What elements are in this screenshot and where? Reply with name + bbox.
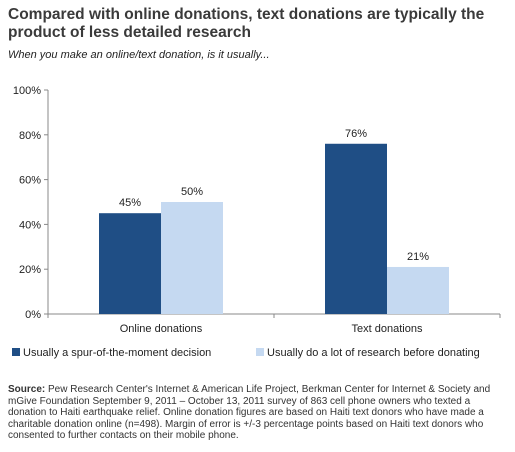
source-note: Source: Pew Research Center's Internet &… — [8, 384, 508, 442]
y-tick-label: 80% — [19, 130, 41, 142]
source-label: Source: — [8, 384, 46, 395]
legend-swatch-spur — [12, 348, 20, 356]
y-tick-label: 60% — [19, 175, 41, 187]
y-tick-label: 100% — [13, 85, 41, 97]
legend-swatch-research — [256, 348, 264, 356]
legend-item-research: Usually do a lot of research before dona… — [256, 347, 480, 359]
bar-research — [161, 202, 223, 314]
chart-title: Compared with online donations, text don… — [8, 6, 485, 41]
legend-item-spur: Usually a spur-of-the-moment decision — [12, 347, 211, 359]
bar-research — [387, 266, 449, 314]
chart-subtitle: When you make an online/text donation, i… — [8, 49, 270, 61]
data-label: 76% — [345, 128, 367, 140]
data-label: 21% — [407, 251, 429, 263]
bar-spur — [325, 143, 387, 314]
data-label: 50% — [181, 186, 203, 198]
x-category-label: Online donations — [120, 323, 203, 335]
y-tick-label: 0% — [25, 309, 41, 321]
bar-chart: 0% 20% 40% 60% 80% 100% 45% 50% Online donations… — [13, 85, 501, 335]
bar-spur — [99, 213, 161, 314]
x-category-label: Text donations — [352, 323, 423, 335]
data-label: 45% — [119, 197, 141, 209]
legend-label-research: Usually do a lot of research before dona… — [267, 347, 480, 359]
source-text: Pew Research Center's Internet & America… — [8, 384, 491, 442]
y-tick-label: 20% — [19, 264, 41, 276]
y-tick-label: 40% — [19, 219, 41, 231]
legend-label-spur: Usually a spur-of-the-moment decision — [23, 347, 212, 359]
